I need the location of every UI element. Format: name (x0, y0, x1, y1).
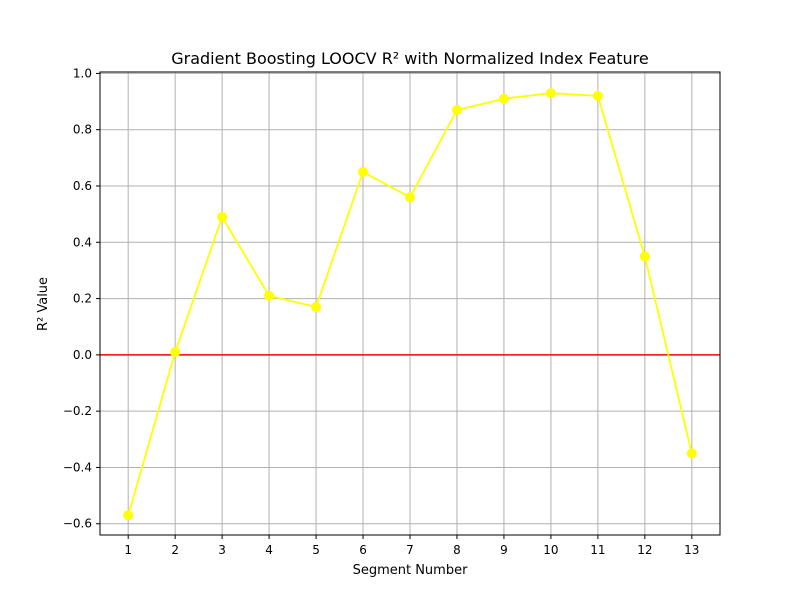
data-point (358, 166, 369, 177)
y-tick-label: 0.4 (73, 235, 92, 249)
x-tick-label: 2 (171, 543, 179, 557)
x-tick-label: 1 (124, 543, 132, 557)
data-point (545, 88, 556, 99)
data-point (311, 302, 322, 313)
data-point (498, 93, 509, 104)
y-tick-label: −0.6 (63, 517, 92, 531)
x-tick-label: 6 (359, 543, 367, 557)
y-tick-label: 0.0 (73, 348, 92, 362)
y-tick-label: −0.2 (63, 404, 92, 418)
x-tick-label: 11 (590, 543, 605, 557)
x-tick-label: 4 (265, 543, 273, 557)
x-tick-label: 7 (406, 543, 414, 557)
x-tick-label: 10 (543, 543, 558, 557)
y-axis-label: R² Value (36, 277, 51, 331)
y-tick-label: 0.2 (73, 292, 92, 306)
y-tick-label: 1.0 (73, 66, 92, 80)
data-point (264, 290, 275, 301)
y-tick-label: 0.6 (73, 179, 92, 193)
data-point (592, 90, 603, 101)
data-point (123, 510, 134, 521)
data-point (639, 251, 650, 262)
y-axis-ticks: −0.6 −0.4 −0.2 0.0 0.2 0.4 0.6 0.8 1.0 (63, 66, 100, 531)
data-point (686, 448, 697, 459)
data-point (451, 104, 462, 115)
x-tick-label: 8 (453, 543, 461, 557)
x-tick-label: 12 (637, 543, 652, 557)
data-point (217, 211, 228, 222)
x-tick-label: 13 (684, 543, 699, 557)
data-point (405, 192, 415, 203)
y-tick-label: 0.8 (73, 123, 92, 137)
y-tick-label: −0.4 (63, 460, 92, 474)
chart-title: Gradient Boosting LOOCV R² with Normaliz… (171, 49, 649, 68)
x-tick-label: 3 (218, 543, 226, 557)
series-layer (123, 88, 697, 521)
x-tick-label: 5 (312, 543, 320, 557)
x-tick-label: 9 (500, 543, 508, 557)
x-axis-label: Segment Number (353, 563, 469, 578)
data-point (170, 347, 181, 358)
x-axis-ticks: 1 2 3 4 5 6 7 8 9 10 11 12 13 (124, 535, 699, 557)
